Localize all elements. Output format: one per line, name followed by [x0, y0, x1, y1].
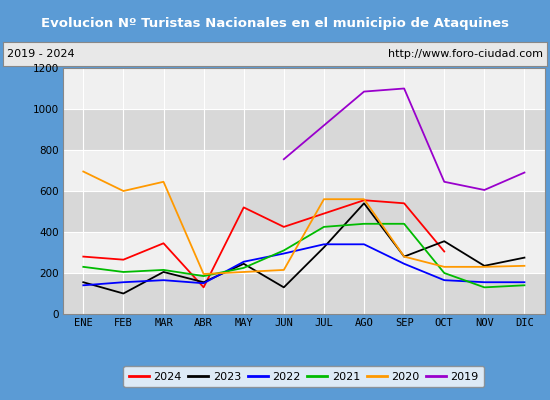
Bar — [63, 232, 544, 273]
Bar — [63, 68, 544, 109]
Text: Evolucion Nº Turistas Nacionales en el municipio de Ataquines: Evolucion Nº Turistas Nacionales en el m… — [41, 16, 509, 30]
Text: 2019 - 2024: 2019 - 2024 — [7, 49, 75, 59]
Text: http://www.foro-ciudad.com: http://www.foro-ciudad.com — [388, 49, 543, 59]
Bar — [63, 109, 544, 150]
Bar — [63, 273, 544, 314]
Legend: 2024, 2023, 2022, 2021, 2020, 2019: 2024, 2023, 2022, 2021, 2020, 2019 — [123, 366, 485, 387]
Bar — [63, 150, 544, 191]
Bar — [63, 191, 544, 232]
